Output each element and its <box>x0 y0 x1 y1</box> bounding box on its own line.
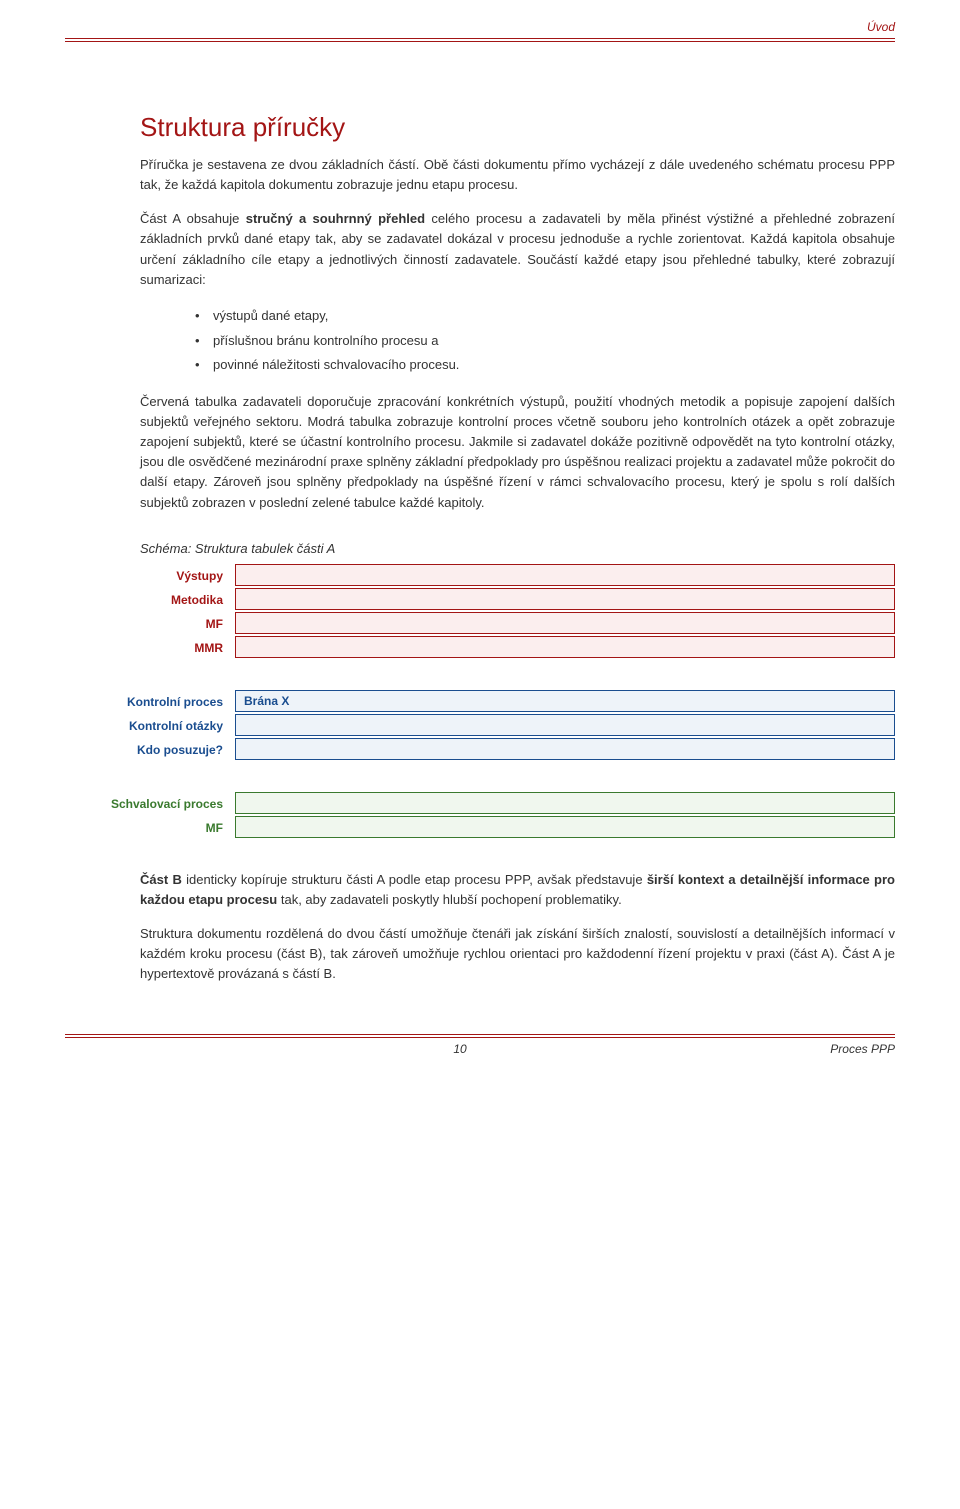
row-label: MF <box>65 612 235 636</box>
row-label: Výstupy <box>65 564 235 588</box>
content-main: Struktura příručky Příručka je sestavena… <box>65 112 895 513</box>
row-cell <box>235 816 895 838</box>
list-item: výstupů dané etapy, <box>195 304 895 329</box>
document-page: Úvod Struktura příručky Příručka je sest… <box>0 0 960 1086</box>
row-cell <box>235 738 895 760</box>
schema-caption: Schéma: Struktura tabulek části A <box>140 541 895 556</box>
intro-paragraph: Příručka je sestavena ze dvou základních… <box>140 155 895 195</box>
row-cell <box>235 588 895 610</box>
table-row: Výstupy <box>65 564 895 588</box>
list-item: příslušnou bránu kontrolního procesu a <box>195 329 895 354</box>
part-a-bold: stručný a souhrnný přehled <box>246 211 425 226</box>
part-a-paragraph: Část A obsahuje stručný a souhrnný přehl… <box>140 209 895 290</box>
footer-left-spacer <box>65 1042 145 1056</box>
row-cell: Brána X <box>235 690 895 712</box>
row-cell <box>235 564 895 586</box>
table-row: MF <box>65 612 895 636</box>
table-row: Kontrolní proces Brána X <box>65 690 895 714</box>
row-label: Metodika <box>65 588 235 612</box>
page-number: 10 <box>145 1042 775 1056</box>
page-header: Úvod <box>65 20 895 39</box>
row-cell <box>235 636 895 658</box>
table-row: MMR <box>65 636 895 660</box>
table-row: Kdo posuzuje? <box>65 738 895 762</box>
row-label: Kontrolní otázky <box>65 714 235 738</box>
row-label: MF <box>65 816 235 840</box>
content-bottom: Část B identicky kopíruje strukturu část… <box>65 870 895 985</box>
bullet-list: výstupů dané etapy, příslušnou bránu kon… <box>140 304 895 378</box>
section-title: Struktura příručky <box>140 112 895 143</box>
part-b-paragraph: Část B identicky kopíruje strukturu část… <box>140 870 895 910</box>
part-b-mid: identicky kopíruje strukturu části A pod… <box>182 872 647 887</box>
row-cell <box>235 792 895 814</box>
row-cell <box>235 612 895 634</box>
row-label: MMR <box>65 636 235 660</box>
row-label: Schvalovací proces <box>65 792 235 816</box>
footer-doc-name: Proces PPP <box>775 1042 895 1056</box>
table-control: Kontrolní proces Brána X Kontrolní otázk… <box>65 690 895 762</box>
part-b-prefix: Část B <box>140 872 182 887</box>
row-label: Kontrolní proces <box>65 690 235 714</box>
table-outputs: Výstupy Metodika MF MMR <box>65 564 895 660</box>
table-row: Kontrolní otázky <box>65 714 895 738</box>
table-row: Metodika <box>65 588 895 612</box>
row-label: Kdo posuzuje? <box>65 738 235 762</box>
red-blue-paragraph: Červená tabulka zadavateli doporučuje zp… <box>140 392 895 513</box>
row-cell <box>235 714 895 736</box>
header-rule <box>65 41 895 42</box>
page-footer: 10 Proces PPP <box>65 1037 895 1056</box>
closing-paragraph: Struktura dokumentu rozdělená do dvou čá… <box>140 924 895 984</box>
list-item: povinné náležitosti schvalovacího proces… <box>195 353 895 378</box>
table-row: MF <box>65 816 895 840</box>
part-b-suffix: tak, aby zadavateli poskytly hlubší poch… <box>277 892 621 907</box>
table-row: Schvalovací proces <box>65 792 895 816</box>
table-approval: Schvalovací proces MF <box>65 792 895 840</box>
part-a-prefix: Část A obsahuje <box>140 211 246 226</box>
header-text: Úvod <box>867 20 895 34</box>
